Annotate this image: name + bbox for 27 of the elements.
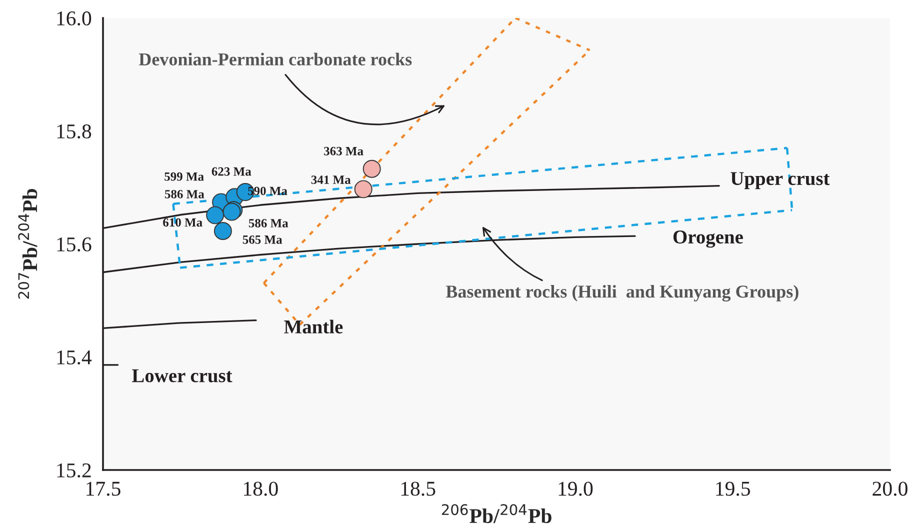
x-tick-label: 19.5 <box>716 482 750 496</box>
annotation: 586 Ma <box>248 218 288 228</box>
annotation: Mantle <box>284 320 343 334</box>
annotation: 363 Ma <box>324 146 364 156</box>
annotation: 565 Ma <box>242 235 282 244</box>
annotation: 610 Ma <box>163 218 202 227</box>
x-axis-title: $^{206}$Pb/$^{204}$Pb <box>442 504 552 524</box>
annotation: 623 Ma <box>212 167 252 176</box>
y-tick-label: 15.6 <box>57 237 92 252</box>
y-tick-label: 15.8 <box>57 124 92 139</box>
y-tick-label: 15.4 <box>57 350 92 365</box>
y-tick-label: 15.2 <box>57 463 91 478</box>
annotation: Upper crust <box>730 172 830 190</box>
x-tick-label: 18.0 <box>244 482 278 496</box>
annotation: 599 Ma <box>164 172 204 181</box>
x-tick-label: 17.5 <box>86 482 120 496</box>
annotation: Devonian-Permian carbonate rocks <box>138 52 412 66</box>
annotation: Orogene <box>673 230 743 248</box>
y-tick-label: 16.0 <box>57 11 92 26</box>
y-axis-title: $^{207}$Pb/$^{204}$Pb <box>18 189 38 299</box>
x-tick-label: 19.0 <box>558 482 593 496</box>
annotation: Basement rocks (Huili and Kunyang Groups) <box>446 285 798 302</box>
annotation: Lower crust <box>132 369 232 382</box>
x-tick-label: 18.5 <box>401 482 436 496</box>
annotation: 586 Ma <box>164 190 204 198</box>
x-tick-label: 20.0 <box>872 482 908 496</box>
annotation: 341 Ma <box>311 176 351 184</box>
